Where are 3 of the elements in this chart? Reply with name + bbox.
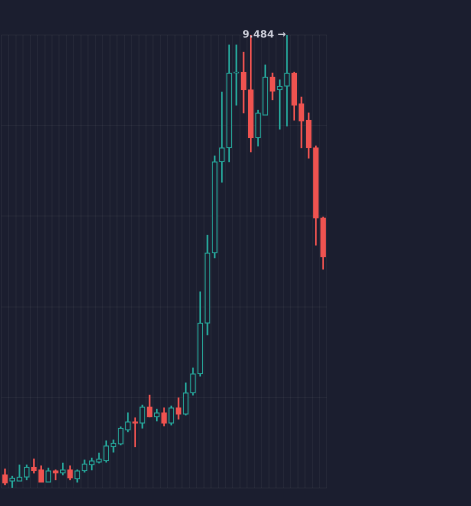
annotation: 9.484 → — [242, 30, 286, 41]
candlestick — [31, 458, 37, 474]
candlestick — [284, 35, 290, 126]
